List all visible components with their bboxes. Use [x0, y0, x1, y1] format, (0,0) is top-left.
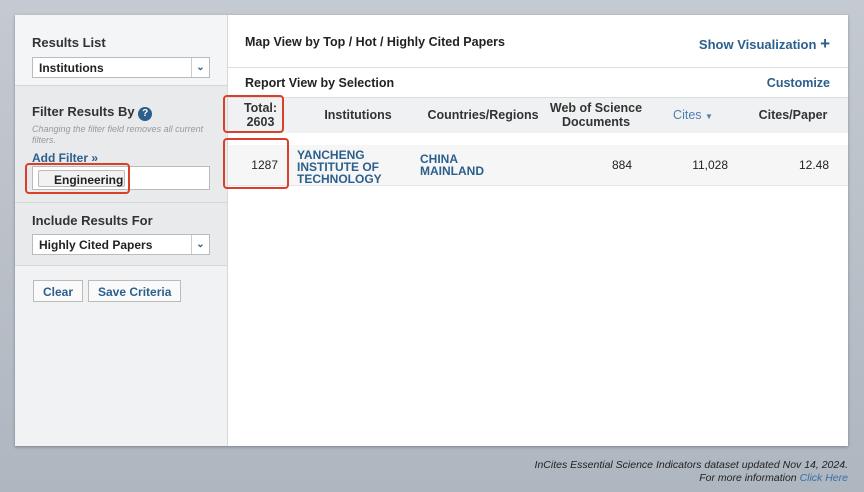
save-criteria-button[interactable]: Save Criteria — [88, 280, 182, 302]
sort-desc-icon: ▼ — [705, 112, 713, 121]
chevron-down-icon: ⌄ — [191, 58, 209, 77]
plus-icon: + — [820, 34, 830, 53]
include-value: Highly Cited Papers — [39, 238, 153, 252]
highlight-box-filter — [25, 163, 130, 194]
results-list-label: Results List — [32, 35, 106, 50]
cites-per-paper-header[interactable]: Cites/Paper — [758, 108, 828, 122]
filter-note: Changing the filter field removes all cu… — [32, 124, 204, 145]
include-label: Include Results For — [32, 213, 153, 228]
highlight-box-rank — [223, 138, 289, 189]
more-info-text: For more information — [699, 472, 797, 484]
chevron-down-icon: ⌄ — [191, 235, 209, 254]
footer: InCites Essential Science Indicators dat… — [535, 459, 848, 485]
countries-header[interactable]: Countries/Regions — [427, 108, 539, 122]
report-view-title: Report View by Selection — [245, 76, 395, 90]
cites-cell: 11,028 — [692, 158, 728, 172]
filter-input[interactable]: Engineering — [32, 166, 210, 190]
rank-cell: 1287 — [251, 158, 278, 172]
wos-documents-header[interactable]: Web of Science Documents — [549, 101, 643, 129]
results-list-section: Results List Institutions ⌄ — [15, 15, 227, 86]
main-panel: Results List Institutions ⌄ Filter Result… — [15, 15, 848, 446]
institutions-header[interactable]: Institutions — [324, 108, 392, 122]
wos-cell: 884 — [611, 158, 632, 172]
map-view-title: Map View by Top / Hot / Highly Cited Pap… — [245, 35, 505, 49]
total-header: Total: 2603 — [243, 101, 278, 129]
cites-header[interactable]: Cites ▼ — [673, 108, 713, 122]
dataset-updated-note: InCites Essential Science Indicators dat… — [534, 459, 848, 471]
include-section: Include Results For Highly Cited Papers ⌄ — [15, 203, 227, 266]
table-row: 1287 YANCHENG INSTITUTE OF TECHNOLOGY CH… — [228, 145, 848, 186]
institution-link[interactable]: YANCHENG INSTITUTE OF TECHNOLOGY — [297, 148, 382, 186]
filter-label: Filter Results By ? — [32, 104, 153, 121]
table-header: Total: 2603 Institutions Countries/Region… — [228, 97, 848, 133]
add-filter-link[interactable]: Add Filter » — [32, 151, 99, 165]
cites-paper-cell: 12.48 — [798, 158, 829, 172]
divider — [228, 67, 848, 68]
filter-section: Filter Results By ? Changing the filter … — [15, 86, 227, 203]
highlight-box-total — [223, 95, 284, 133]
clear-button[interactable]: Clear — [33, 280, 84, 302]
results-list-select[interactable]: Institutions ⌄ — [32, 57, 210, 78]
question-circle-icon[interactable]: ? — [138, 107, 153, 121]
customize-link[interactable]: Customize — [766, 76, 830, 90]
include-select[interactable]: Highly Cited Papers ⌄ — [32, 234, 210, 255]
country-link[interactable]: CHINA MAINLAND — [420, 152, 484, 178]
filter-chip-engineering[interactable]: Engineering — [38, 170, 125, 187]
sidebar: Results List Institutions ⌄ Filter Result… — [15, 15, 228, 446]
results-list-value: Institutions — [39, 61, 104, 75]
show-visualization-button[interactable]: Show Visualization + — [698, 34, 830, 53]
click-here-link[interactable]: Click Here — [799, 472, 848, 484]
